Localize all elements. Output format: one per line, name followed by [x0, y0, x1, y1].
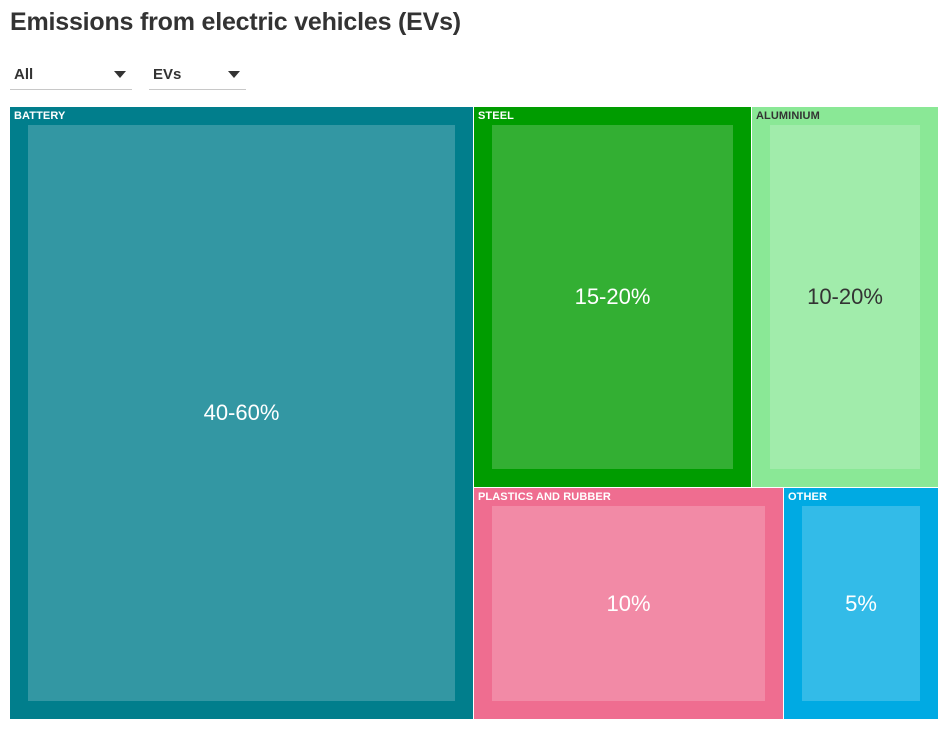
treemap-tile-value: 10-20% — [807, 284, 883, 309]
treemap-tile-aluminium[interactable]: ALUMINIUM 10-20% — [752, 107, 938, 488]
treemap-tile-inner: 5% — [802, 506, 920, 701]
treemap-tile-plastics-and-rubber[interactable]: PLASTICS AND RUBBER 10% — [474, 488, 784, 719]
treemap-tile-inner: 10-20% — [770, 125, 920, 469]
caret-down-icon — [114, 71, 126, 78]
filter-dropdown-vehicle[interactable]: EVs — [149, 60, 246, 90]
treemap-tile-inner: 15-20% — [492, 125, 733, 469]
treemap-tile-label: OTHER — [788, 491, 827, 503]
filter-dropdown-vehicle-value: EVs — [153, 66, 182, 83]
treemap-tile-inner: 40-60% — [28, 125, 455, 701]
treemap-tile-label: ALUMINIUM — [756, 110, 820, 122]
treemap-tile-value: 40-60% — [203, 400, 280, 425]
treemap-tile-steel[interactable]: STEEL 15-20% — [474, 107, 752, 488]
chart-title: Emissions from electric vehicles (EVs) — [10, 8, 461, 36]
treemap-tile-value: 10% — [606, 590, 651, 616]
treemap-tile-value: 5% — [845, 590, 877, 616]
treemap-tile-label: STEEL — [478, 110, 514, 122]
treemap-tile-battery[interactable]: BATTERY 40-60% — [10, 107, 474, 719]
treemap-tile-label: BATTERY — [14, 110, 66, 122]
filter-dropdown-category[interactable]: All — [10, 60, 132, 90]
caret-down-icon — [228, 71, 240, 78]
treemap-tile-label: PLASTICS AND RUBBER — [478, 491, 611, 503]
treemap-tile-other[interactable]: OTHER 5% — [784, 488, 938, 719]
filter-dropdown-category-value: All — [14, 66, 34, 83]
treemap-tile-inner: 10% — [492, 506, 765, 701]
treemap-tile-value: 15-20% — [574, 284, 651, 309]
treemap-chart: BATTERY 40-60% STEEL 15-20% ALUMINIUM 10-20% P… — [10, 107, 938, 719]
